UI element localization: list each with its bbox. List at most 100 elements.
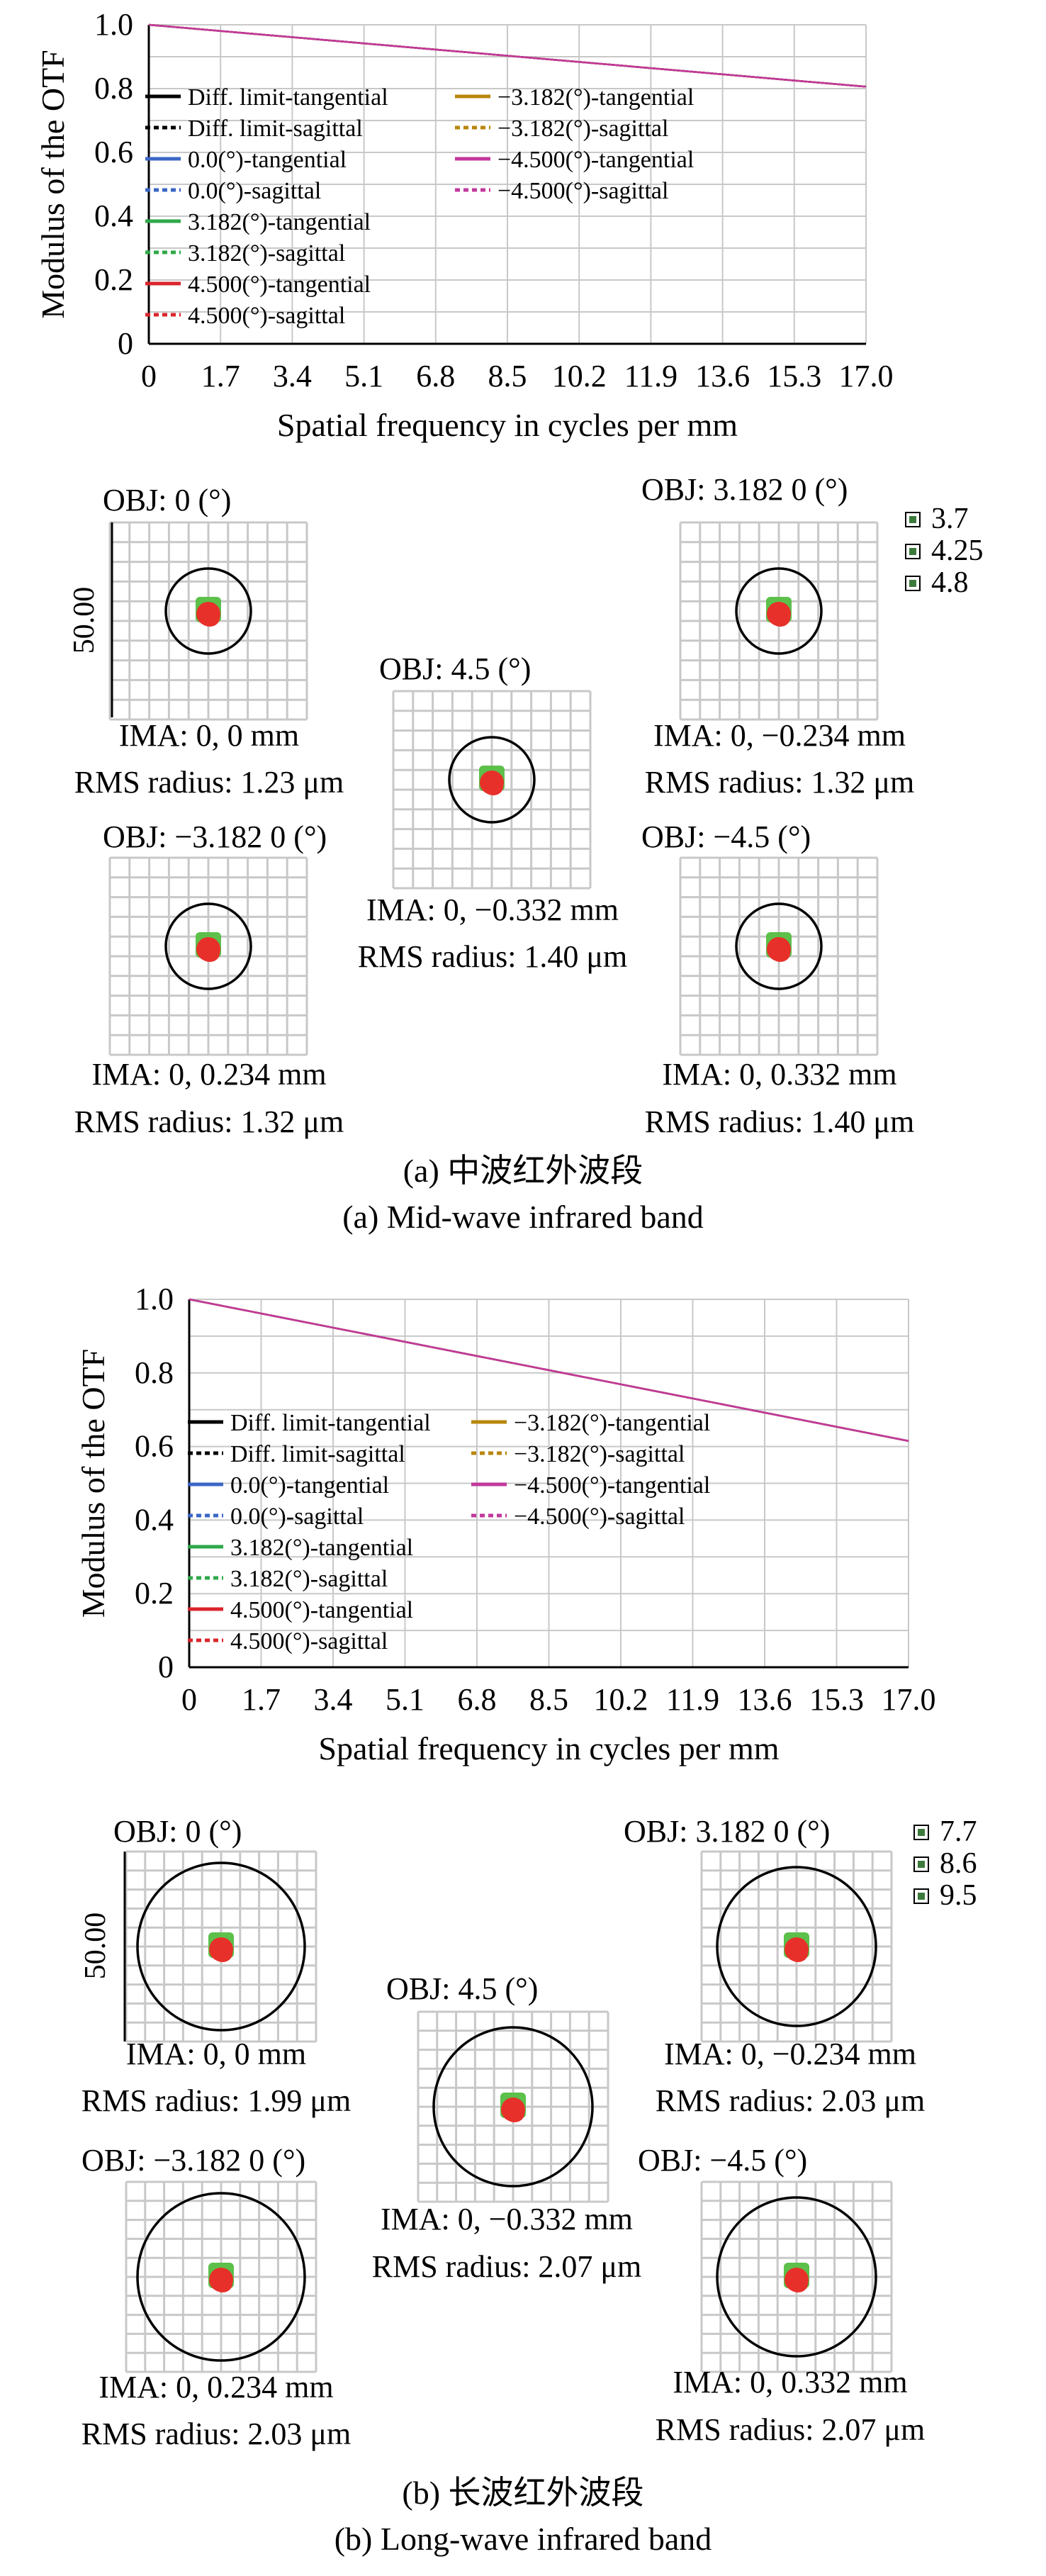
- spot-red: [505, 2105, 524, 2122]
- y-tick-label: 0.6: [94, 135, 133, 169]
- legend-marker-box: [905, 576, 921, 591]
- spot-ima-label: IMA: 0, −0.234 mm: [653, 718, 906, 753]
- spot-diagram: [679, 856, 879, 1056]
- panel-b: 0 1.7 3.4 5.1 6.8 8.5 10.2 11.9 13.6 15.3 17.0 0 0.2…: [75, 1282, 977, 2557]
- wavelength-label: 4.8: [931, 566, 969, 599]
- spot-diagram: [108, 521, 308, 721]
- spot-red: [770, 945, 790, 962]
- legend-entry: −4.500(°)-tangential: [514, 1472, 710, 1499]
- spot-obj-label: OBJ: −4.5 (°): [638, 2143, 807, 2178]
- caption-cn: (a) 中波红外波段: [403, 1153, 643, 1189]
- x-tick-label: 1.7: [242, 1682, 281, 1717]
- legend-entry: −4.500(°)-tangential: [497, 147, 694, 173]
- spot-rms-label: RMS radius: 1.32 μm: [74, 1104, 344, 1139]
- y-axis-label: Modulus of the OTF: [75, 1349, 111, 1618]
- airy-disk: [716, 2196, 877, 2358]
- y-tick-label: 0: [118, 326, 133, 361]
- x-tick-label: 13.6: [695, 359, 750, 393]
- wavelength-legend: 3.74.254.8: [905, 503, 984, 599]
- legend-entry: 3.182(°)-tangential: [188, 209, 371, 235]
- legend-entry: Diff. limit-sagittal: [188, 116, 363, 142]
- legend-entry: −3.182(°)-tangential: [497, 84, 694, 111]
- x-tick-label: 8.5: [529, 1682, 568, 1717]
- spot-diagram: [125, 1850, 317, 2043]
- legend-entry: 3.182(°)-sagittal: [188, 240, 345, 267]
- spot-diagram: [700, 1850, 893, 2043]
- airy-disk: [716, 1866, 877, 2027]
- spot-obj-label: OBJ: 0 (°): [113, 1814, 242, 1849]
- scale-label: 50.00: [79, 1913, 112, 1980]
- spot-rms-label: RMS radius: 2.07 μm: [656, 2412, 926, 2447]
- spot-red: [788, 1945, 808, 1962]
- spot-rms-label: RMS radius: 1.23 μm: [74, 765, 344, 800]
- x-tick-label: 3.4: [273, 359, 312, 393]
- x-tick-label: 5.1: [386, 1682, 424, 1717]
- spot-ima-label: IMA: 0, −0.332 mm: [381, 2202, 633, 2236]
- spot-diagram: [679, 521, 879, 721]
- airy-disk: [164, 902, 252, 990]
- legend-marker-fill: [909, 516, 916, 523]
- legend-entry: 0.0(°)-sagittal: [188, 178, 321, 204]
- airy-disk: [735, 902, 823, 990]
- y-tick-label: 0.6: [135, 1429, 174, 1464]
- x-tick-label: 3.4: [314, 1682, 353, 1717]
- airy-disk: [432, 2026, 594, 2188]
- y-tick-label: 0.8: [135, 1355, 174, 1390]
- x-tick-label: 0: [181, 1682, 197, 1717]
- spot-ima-label: IMA: 0, −0.234 mm: [664, 2037, 916, 2071]
- y-tick-label: 0.2: [94, 262, 133, 297]
- legend-marker-fill: [918, 1829, 925, 1836]
- spot-diagrams: OBJ: 0 (°) OBJ: 3.182 0 (°) OBJ: 4.5 (°) OB…: [79, 1814, 977, 2451]
- y-tick-label: 1.0: [135, 1282, 174, 1316]
- legend-entry: Diff. limit-tangential: [230, 1410, 431, 1436]
- caption-cn: (b) 长波红外波段: [402, 2475, 643, 2511]
- x-tick-label: 5.1: [344, 359, 383, 393]
- spot-ima-label: IMA: 0, 0.234 mm: [99, 2370, 333, 2404]
- spot-ima-label: IMA: 0, 0 mm: [126, 2037, 306, 2071]
- y-tick-label: 0: [158, 1650, 174, 1684]
- x-tick-label: 11.9: [666, 1682, 719, 1717]
- legend-entry: −4.500(°)-sagittal: [514, 1503, 685, 1530]
- legend-entry: 3.182(°)-sagittal: [230, 1566, 388, 1592]
- wavelength-label: 3.7: [931, 503, 969, 535]
- wavelength-legend: 7.78.69.5: [913, 1815, 977, 1912]
- legend-entry: −4.500(°)-sagittal: [497, 178, 668, 204]
- spot-obj-label: OBJ: −4.5 (°): [641, 819, 811, 854]
- x-tick-label: 11.9: [624, 359, 677, 393]
- spot-obj-label: OBJ: 3.182 0 (°): [641, 472, 848, 507]
- spot-red: [213, 1945, 232, 1962]
- legend-entry: 0.0(°)-tangential: [230, 1472, 389, 1499]
- legend-marker-box: [913, 1825, 929, 1840]
- spot-rms-label: RMS radius: 1.40 μm: [358, 939, 628, 974]
- x-axis-label: Spatial frequency in cycles per mm: [318, 1730, 779, 1766]
- spot-red: [213, 2275, 232, 2292]
- legend-entry: −3.182(°)-sagittal: [497, 116, 668, 142]
- mtf-legend: Diff. limit-tangential Diff. limit-sagitt…: [145, 84, 694, 329]
- legend-entry: 4.500(°)-sagittal: [188, 303, 345, 329]
- mtf-chart: 0 1.7 3.4 5.1 6.8 8.5 10.2 11.9 13.6 15.3 17.0 0 0.2…: [35, 7, 894, 443]
- spot-red: [200, 945, 220, 962]
- mtf-series: [189, 1298, 909, 1443]
- spot-rms-label: RMS radius: 2.03 μm: [81, 2417, 352, 2451]
- legend-entry: 4.500(°)-tangential: [188, 271, 371, 298]
- spot-diagram: [125, 2180, 317, 2373]
- legend-entry: −3.182(°)-sagittal: [514, 1441, 685, 1467]
- spot-ima-label: IMA: 0, 0.332 mm: [662, 1057, 896, 1092]
- x-tick-label: 6.8: [458, 1682, 497, 1717]
- spot-rms-label: RMS radius: 1.40 μm: [645, 1104, 915, 1139]
- y-tick-label: 0.4: [135, 1502, 174, 1537]
- y-tick-label: 0.2: [135, 1576, 174, 1611]
- legend-marker-fill: [909, 580, 916, 587]
- legend-marker-box: [905, 512, 921, 527]
- spot-rms-label: RMS radius: 1.99 μm: [81, 2083, 352, 2118]
- y-tick-label: 0.4: [94, 198, 133, 233]
- y-tick-label: 1.0: [94, 7, 133, 42]
- x-tick-label: 6.8: [416, 359, 455, 393]
- x-tick-label: 15.3: [767, 359, 821, 393]
- caption-en: (b) Long-wave infrared band: [334, 2521, 712, 2557]
- spot-diagram: [392, 690, 592, 890]
- spot-rms-label: RMS radius: 2.07 μm: [372, 2249, 642, 2284]
- series-line: [189, 1298, 909, 1443]
- spot-ima-label: IMA: 0, 0.234 mm: [91, 1057, 326, 1092]
